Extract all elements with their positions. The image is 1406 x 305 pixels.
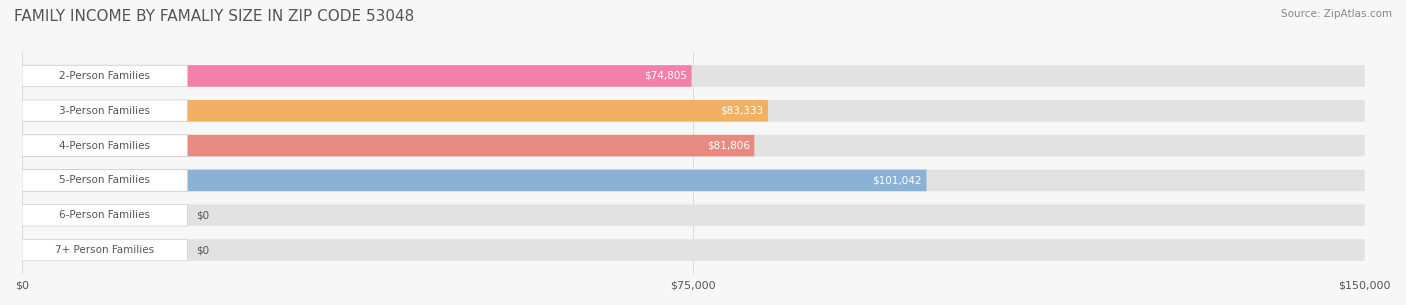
Text: Source: ZipAtlas.com: Source: ZipAtlas.com <box>1281 9 1392 19</box>
FancyBboxPatch shape <box>22 65 692 87</box>
Text: 3-Person Families: 3-Person Families <box>59 106 150 116</box>
Text: 4-Person Families: 4-Person Families <box>59 141 150 151</box>
FancyBboxPatch shape <box>22 239 1365 261</box>
Text: 6-Person Families: 6-Person Families <box>59 210 150 220</box>
FancyBboxPatch shape <box>22 170 1365 191</box>
Text: $101,042: $101,042 <box>873 175 922 185</box>
Text: $81,806: $81,806 <box>707 141 749 151</box>
Text: $74,805: $74,805 <box>644 71 688 81</box>
Text: 5-Person Families: 5-Person Families <box>59 175 150 185</box>
FancyBboxPatch shape <box>22 65 1365 87</box>
FancyBboxPatch shape <box>22 135 754 156</box>
FancyBboxPatch shape <box>22 135 187 156</box>
FancyBboxPatch shape <box>22 100 187 122</box>
Text: FAMILY INCOME BY FAMALIY SIZE IN ZIP CODE 53048: FAMILY INCOME BY FAMALIY SIZE IN ZIP COD… <box>14 9 415 24</box>
FancyBboxPatch shape <box>22 204 1365 226</box>
Text: $0: $0 <box>197 210 209 220</box>
Text: $83,333: $83,333 <box>720 106 763 116</box>
Text: $0: $0 <box>197 245 209 255</box>
Text: 7+ Person Families: 7+ Person Families <box>55 245 155 255</box>
FancyBboxPatch shape <box>22 100 1365 122</box>
Text: 2-Person Families: 2-Person Families <box>59 71 150 81</box>
FancyBboxPatch shape <box>22 170 187 191</box>
FancyBboxPatch shape <box>22 65 187 87</box>
FancyBboxPatch shape <box>22 170 927 191</box>
FancyBboxPatch shape <box>22 100 768 122</box>
FancyBboxPatch shape <box>22 204 187 226</box>
FancyBboxPatch shape <box>22 135 1365 156</box>
FancyBboxPatch shape <box>22 239 187 261</box>
